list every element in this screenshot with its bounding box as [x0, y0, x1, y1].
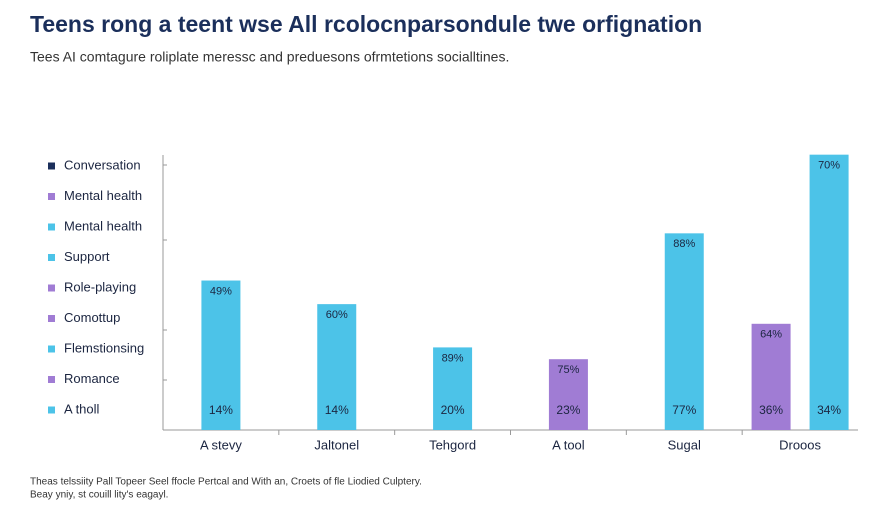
- bar-annotation: 75%: [557, 364, 579, 376]
- legend-label: Romance: [64, 371, 120, 386]
- legend-label: Support: [64, 249, 110, 264]
- bar: [201, 280, 241, 430]
- x-tick-label: A tool: [552, 437, 585, 452]
- legend-swatch: [48, 254, 55, 261]
- bar-annotation: 14%: [325, 403, 349, 417]
- legend-label: Mental health: [64, 218, 142, 233]
- legend-swatch: [48, 162, 55, 170]
- legend-label: A tholl: [64, 401, 100, 416]
- bar: [548, 359, 588, 430]
- legend-label: Role-playing: [64, 279, 136, 294]
- bar: [317, 304, 357, 430]
- legend-swatch: [48, 376, 55, 383]
- bar-annotation: 77%: [672, 403, 696, 417]
- legend-swatch: [48, 406, 55, 414]
- x-tick-label: A stevy: [200, 437, 242, 452]
- bar: [664, 233, 704, 430]
- bar: [809, 154, 849, 430]
- bar-annotation: 14%: [209, 403, 233, 417]
- bar-annotation: 89%: [442, 352, 464, 364]
- legend-label: Flemstionsing: [64, 340, 144, 355]
- bar-annotation: 88%: [673, 238, 695, 250]
- legend-swatch: [48, 284, 55, 292]
- bar: [751, 323, 791, 430]
- x-tick-label: Drooos: [779, 437, 821, 452]
- bar-annotation: 60%: [326, 309, 348, 321]
- x-tick-label: Sugal: [668, 437, 701, 452]
- note: Theas telssiity Pall Topeer Seel ffocle …: [30, 477, 422, 488]
- legend-label: Conversation: [64, 157, 141, 172]
- legend-swatch: [48, 193, 55, 200]
- bar-annotation: 49%: [210, 285, 232, 297]
- bar-annotation: 34%: [817, 403, 841, 417]
- bar-annotation: 64%: [760, 329, 782, 341]
- bar: [433, 347, 473, 430]
- bar-annotation: 23%: [556, 403, 580, 417]
- x-tick-label: Jaltonel: [314, 437, 359, 452]
- legend-label: Mental health: [64, 188, 142, 203]
- legend-label: Comottup: [64, 310, 120, 325]
- bar-annotation: 70%: [818, 160, 840, 172]
- chart-title: Teens rong a teent wse All rcolocnparson…: [30, 11, 702, 37]
- legend-swatch: [48, 315, 55, 322]
- legend-swatch: [48, 223, 55, 231]
- chart-subtitle: Tees AI comtagure roliplate meressc and …: [30, 49, 509, 65]
- x-tick-label: Tehgord: [429, 437, 476, 452]
- bar-annotation: 20%: [441, 403, 465, 417]
- bar-annotation: 36%: [759, 403, 783, 417]
- legend-swatch: [48, 345, 55, 353]
- note: Beay yniy, st couill lity's eagayl.: [30, 490, 168, 501]
